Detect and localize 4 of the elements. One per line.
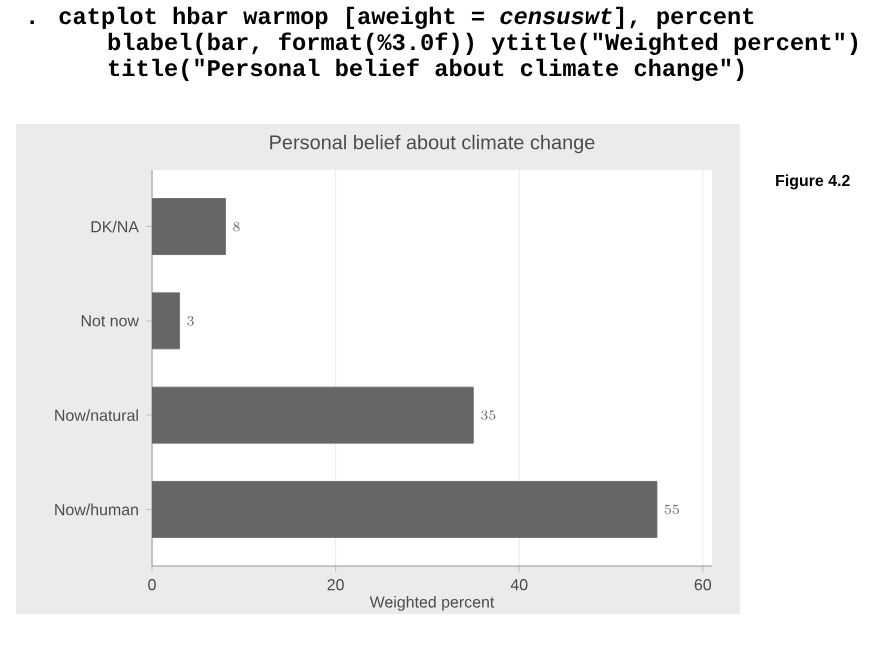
text: blabel(bar, format(%3.0f)) ytitle("Weighted percent") xyxy=(108,32,858,56)
text: title("Personal belief about climate change") xyxy=(108,58,744,82)
text: . catplot hbar warmop [aweight = censuswt], percent xyxy=(30,6,754,30)
chart-title: Personal belief about climate change xyxy=(270,134,595,154)
